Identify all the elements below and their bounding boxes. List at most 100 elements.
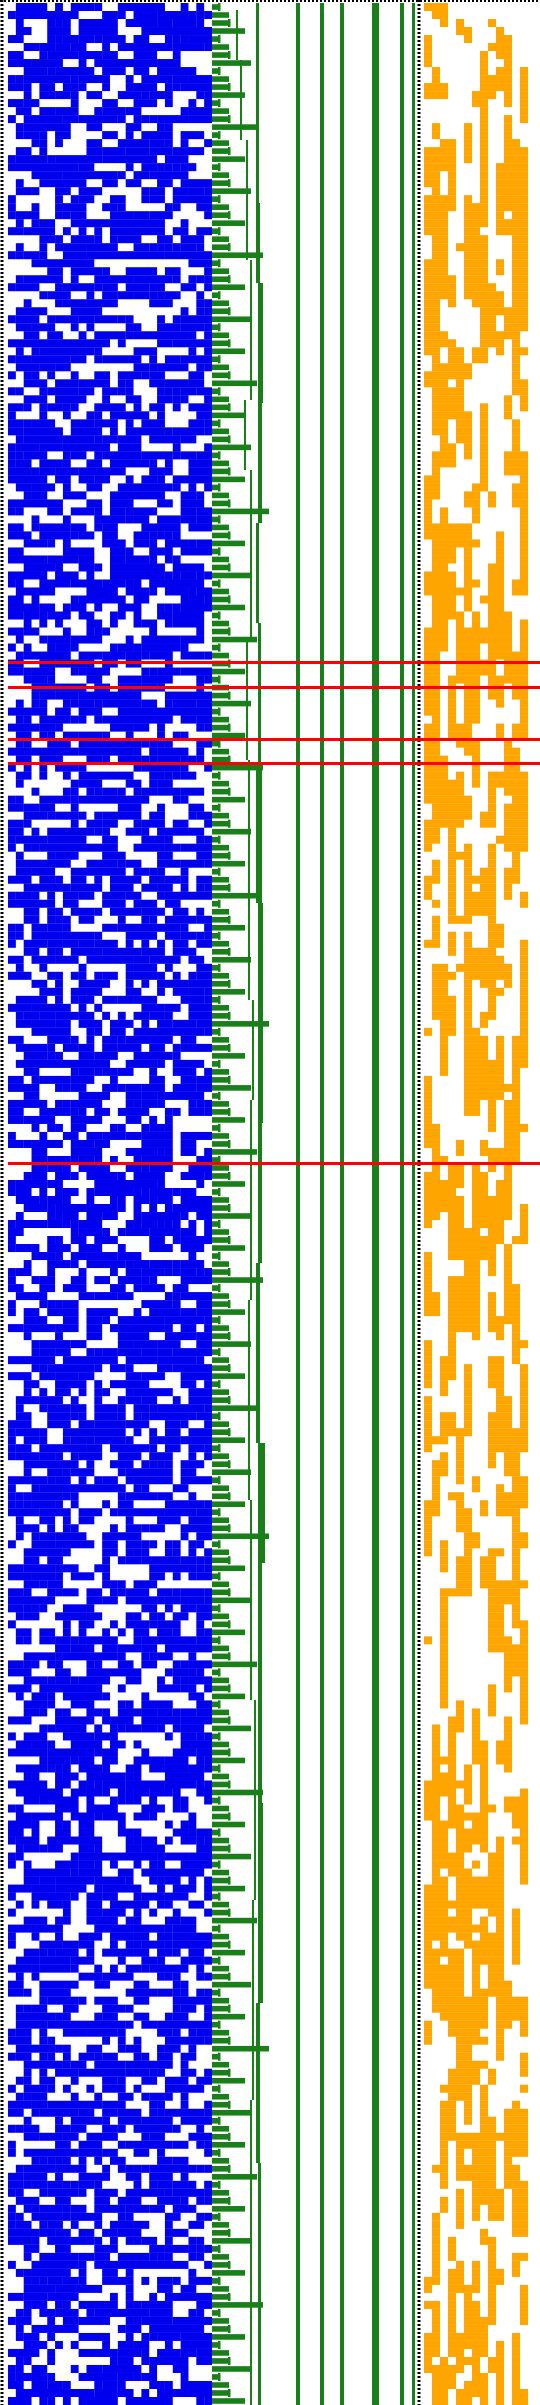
blue-bit-run bbox=[133, 1924, 165, 1933]
blue-bit-run bbox=[141, 1091, 158, 1100]
orange-bit-cell bbox=[512, 2132, 520, 2141]
orange-bit-cell bbox=[432, 1820, 440, 1829]
orange-bit-cell bbox=[520, 1692, 528, 1701]
blue-bit-run bbox=[31, 2212, 63, 2221]
orange-bit-cell bbox=[440, 395, 448, 404]
blue-bit-run bbox=[70, 1956, 87, 1965]
orange-bit-cell bbox=[472, 1083, 480, 1092]
orange-bit-cell bbox=[520, 211, 528, 220]
orange-bit-cell bbox=[488, 1684, 496, 1693]
blue-bit-run bbox=[78, 1091, 110, 1100]
orange-bit-cell bbox=[504, 1724, 512, 1733]
orange-bit-cell bbox=[424, 771, 432, 780]
orange-bit-cell bbox=[440, 1932, 448, 1941]
blue-bit-run bbox=[204, 819, 212, 828]
blue-bit-run bbox=[110, 1348, 118, 1357]
blue-bit-run bbox=[125, 2332, 134, 2341]
orange-bit-cell bbox=[488, 571, 496, 580]
blue-bit-run bbox=[133, 1099, 142, 1108]
blue-bit-run bbox=[94, 827, 103, 836]
orange-bit-cell bbox=[448, 2028, 456, 2037]
blue-bit-run bbox=[39, 91, 56, 100]
blue-bit-run bbox=[70, 1644, 87, 1653]
orange-bit-cell bbox=[480, 1220, 488, 1229]
orange-bit-cell bbox=[440, 211, 448, 220]
orange-bit-cell bbox=[424, 1195, 432, 1204]
blue-bit-run bbox=[8, 1940, 16, 1949]
blue-bit-run bbox=[125, 1796, 134, 1805]
orange-bit-cell bbox=[464, 1228, 472, 1237]
blue-bit-run bbox=[196, 1628, 205, 1637]
orange-bit-cell bbox=[456, 2060, 464, 2069]
blue-bit-run bbox=[204, 1556, 212, 1565]
green-step-bar bbox=[212, 2278, 218, 2284]
orange-bit-cell bbox=[472, 99, 480, 108]
orange-bit-cell bbox=[472, 1996, 480, 2005]
blue-bit-run bbox=[78, 915, 95, 924]
blue-bit-run bbox=[196, 299, 205, 308]
blue-bit-run bbox=[125, 515, 134, 524]
blue-bit-run bbox=[62, 2300, 71, 2309]
orange-bit-cell bbox=[472, 707, 480, 716]
orange-bit-cell bbox=[488, 843, 496, 852]
orange-bit-cell bbox=[432, 1924, 440, 1933]
orange-bit-cell bbox=[488, 595, 496, 604]
green-step-edge bbox=[218, 1860, 221, 1869]
orange-bit-cell bbox=[440, 1972, 448, 1981]
blue-bit-run bbox=[125, 1372, 142, 1381]
orange-bit-cell bbox=[432, 715, 440, 724]
blue-bit-run bbox=[157, 1676, 165, 1685]
orange-bit-cell bbox=[512, 1796, 520, 1805]
blue-bit-run bbox=[172, 339, 212, 348]
orange-bit-cell bbox=[424, 323, 432, 332]
orange-bit-cell bbox=[496, 1396, 504, 1405]
orange-bit-cell bbox=[520, 1684, 528, 1693]
blue-bit-run bbox=[196, 1075, 212, 1084]
orange-bit-cell bbox=[464, 2028, 472, 2037]
orange-bit-cell bbox=[480, 907, 488, 916]
blue-bit-run bbox=[8, 2316, 16, 2325]
orange-bit-cell bbox=[488, 2068, 496, 2077]
blue-bit-run bbox=[47, 2316, 56, 2325]
blue-bit-run bbox=[157, 2028, 173, 2037]
blue-bit-run bbox=[204, 763, 212, 772]
blue-bit-run bbox=[125, 2396, 173, 2405]
orange-bit-cell bbox=[520, 1388, 528, 1397]
blue-bit-run bbox=[62, 1620, 71, 1629]
blue-bit-run bbox=[188, 259, 212, 268]
blue-bit-run bbox=[23, 1612, 40, 1621]
blue-bit-run bbox=[47, 1900, 63, 1909]
blue-bit-run bbox=[62, 2156, 71, 2165]
orange-bit-cell bbox=[520, 275, 528, 284]
orange-bit-cell bbox=[512, 235, 520, 244]
blue-bit-run bbox=[62, 1428, 126, 1437]
blue-bit-run bbox=[23, 1916, 48, 1925]
blue-bit-run bbox=[15, 443, 40, 452]
green-step-bar bbox=[212, 572, 251, 579]
orange-bit-cell bbox=[456, 1716, 464, 1725]
blue-bit-run bbox=[180, 1676, 189, 1685]
blue-bit-run bbox=[110, 1195, 118, 1204]
blue-bit-run bbox=[149, 363, 158, 372]
orange-bit-cell bbox=[448, 155, 456, 164]
orange-bit-cell bbox=[520, 2028, 528, 2037]
blue-bit-run bbox=[8, 803, 24, 812]
orange-bit-cell bbox=[440, 1652, 448, 1661]
green-step-bar bbox=[212, 1005, 229, 1011]
orange-bit-cell bbox=[520, 699, 528, 708]
orange-bit-cell bbox=[424, 1508, 432, 1517]
green-step-bar bbox=[212, 908, 229, 915]
orange-bit-cell bbox=[432, 539, 440, 548]
blue-bit-run bbox=[31, 675, 48, 684]
blue-bit-run bbox=[23, 1500, 32, 1509]
orange-bit-cell bbox=[472, 1948, 480, 1957]
orange-bit-cell bbox=[456, 1828, 464, 1837]
blue-bit-run bbox=[15, 435, 24, 444]
blue-bit-run bbox=[8, 939, 16, 948]
blue-bit-run bbox=[188, 371, 205, 380]
blue-bit-run bbox=[196, 1155, 212, 1164]
blue-bit-run bbox=[70, 1868, 79, 1877]
blue-bit-run bbox=[15, 507, 24, 516]
blue-bit-run bbox=[125, 1764, 134, 1773]
blue-bit-run bbox=[39, 443, 63, 452]
